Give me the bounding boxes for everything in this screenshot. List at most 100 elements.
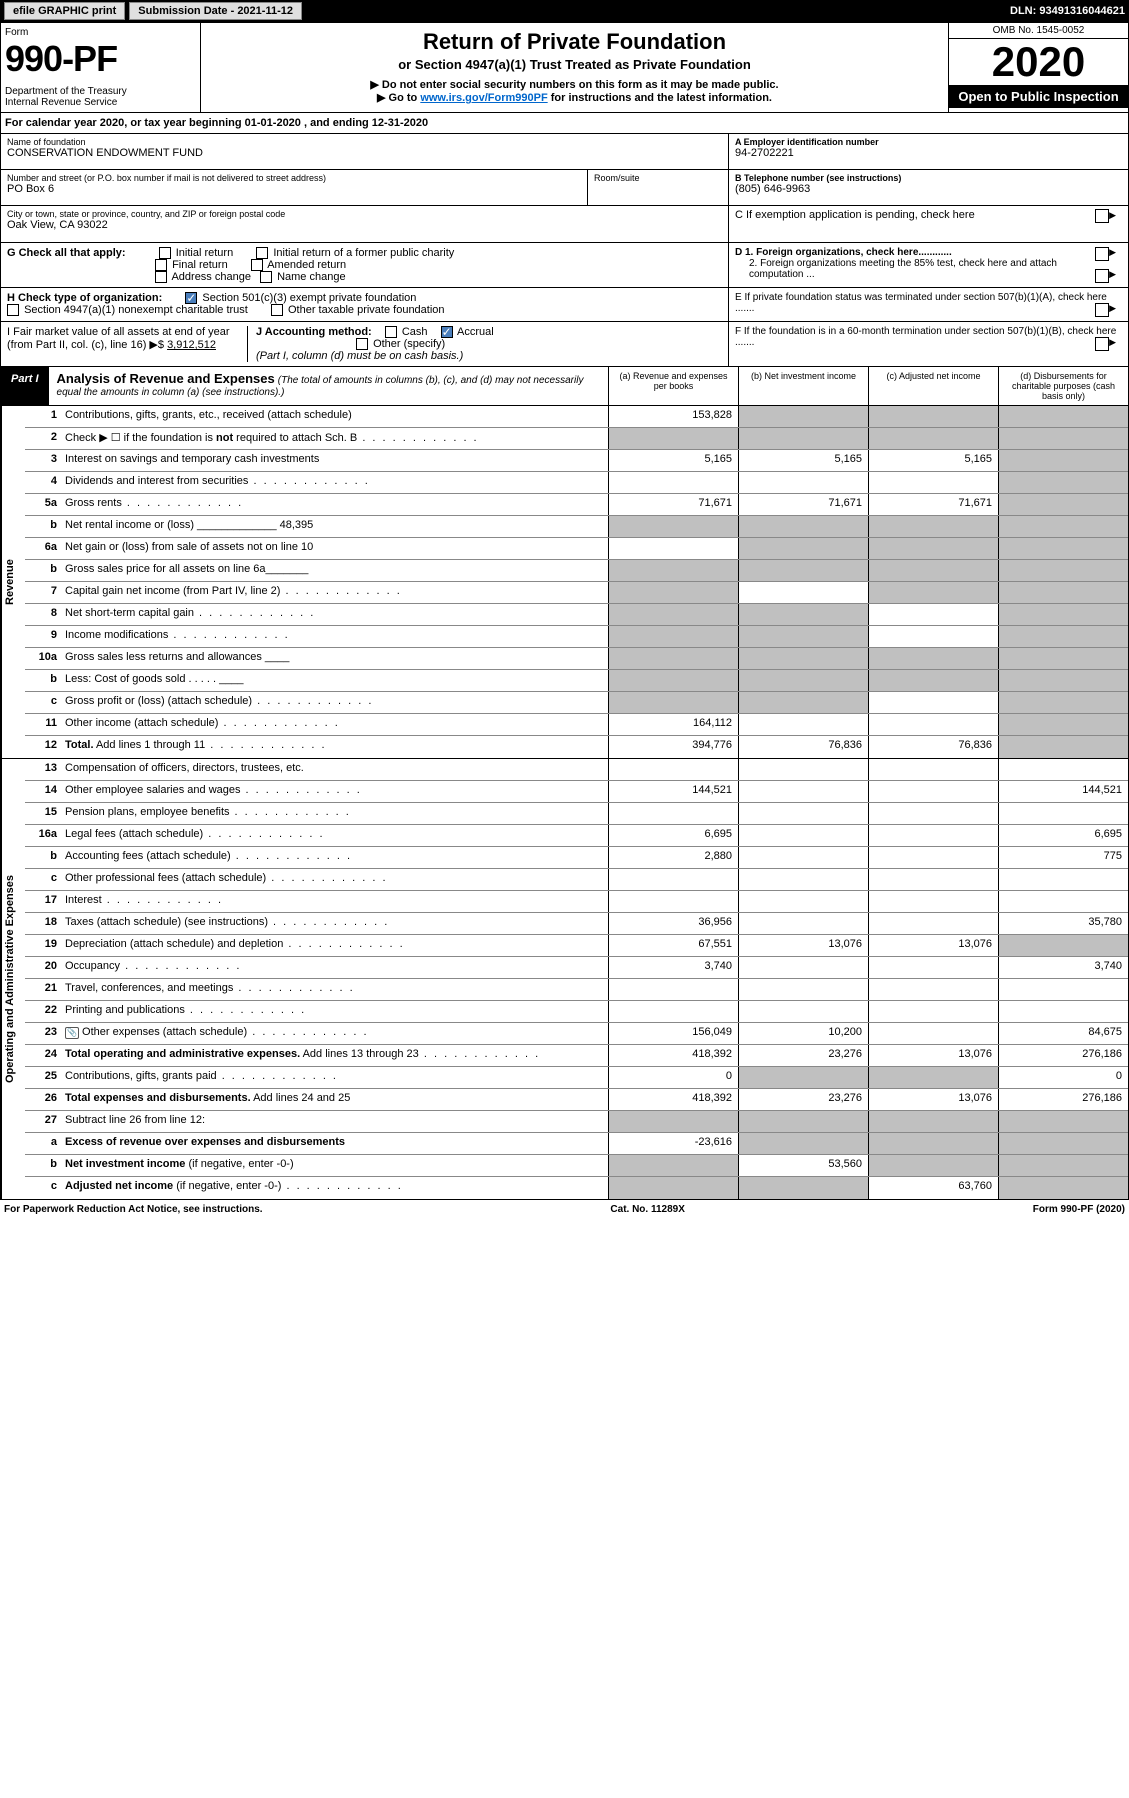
- table-row: 20Occupancy3,7403,740: [25, 957, 1128, 979]
- attach-icon[interactable]: 📎: [65, 1027, 79, 1039]
- cb-final[interactable]: [155, 259, 167, 271]
- cb-other-method[interactable]: [356, 338, 368, 350]
- cb-initial-former[interactable]: [256, 247, 268, 259]
- form-number: 990-PF: [5, 38, 196, 80]
- cell-b: [738, 648, 868, 669]
- cb-4947[interactable]: [7, 304, 19, 316]
- cell-b: [738, 714, 868, 735]
- cell-b: [738, 472, 868, 493]
- revenue-label: Revenue: [1, 406, 25, 758]
- cb-other-tax[interactable]: [271, 304, 283, 316]
- table-row: 18Taxes (attach schedule) (see instructi…: [25, 913, 1128, 935]
- col-c: (c) Adjusted net income: [868, 367, 998, 405]
- row-num: b: [25, 670, 61, 691]
- cell-c: [868, 648, 998, 669]
- cell-a: 6,695: [608, 825, 738, 846]
- cell-c: [868, 692, 998, 713]
- row-num: 26: [25, 1089, 61, 1110]
- table-row: cGross profit or (loss) (attach schedule…: [25, 692, 1128, 714]
- row-num: c: [25, 869, 61, 890]
- c-checkbox[interactable]: [1095, 209, 1109, 223]
- c-label: C If exemption application is pending, c…: [735, 209, 975, 221]
- cell-b: [738, 759, 868, 780]
- form-header: Form 990-PF Department of the Treasury I…: [0, 22, 1129, 113]
- table-row: 14Other employee salaries and wages144,5…: [25, 781, 1128, 803]
- cell-d: [998, 979, 1128, 1000]
- cb-address[interactable]: [155, 271, 167, 283]
- d2-checkbox[interactable]: [1095, 269, 1109, 283]
- row-desc: 📎 Other expenses (attach schedule): [61, 1023, 608, 1044]
- cell-b: [738, 626, 868, 647]
- cb-initial[interactable]: [159, 247, 171, 259]
- cell-a: [608, 670, 738, 691]
- cell-c: [868, 957, 998, 978]
- row-desc: Gross rents: [61, 494, 608, 515]
- cell-c: [868, 428, 998, 449]
- cell-a: [608, 803, 738, 824]
- cell-b: [738, 781, 868, 802]
- row-desc: Other professional fees (attach schedule…: [61, 869, 608, 890]
- note1: ▶ Do not enter social security numbers o…: [207, 78, 942, 91]
- table-row: 13Compensation of officers, directors, t…: [25, 759, 1128, 781]
- cell-d: [998, 935, 1128, 956]
- cell-a: [608, 1155, 738, 1176]
- calendar-year: For calendar year 2020, or tax year begi…: [0, 113, 1129, 134]
- cell-a: -23,616: [608, 1133, 738, 1154]
- cell-a: 5,165: [608, 450, 738, 471]
- cell-b: [738, 428, 868, 449]
- efile-btn[interactable]: efile GRAPHIC print: [4, 2, 125, 20]
- cell-d: [998, 516, 1128, 537]
- table-row: 1Contributions, gifts, grants, etc., rec…: [25, 406, 1128, 428]
- cell-d: [998, 670, 1128, 691]
- cb-accrual[interactable]: [441, 326, 453, 338]
- submission-btn[interactable]: Submission Date - 2021-11-12: [129, 2, 302, 20]
- cell-c: [868, 582, 998, 603]
- cell-b: [738, 1177, 868, 1199]
- cell-c: [868, 891, 998, 912]
- foundation-name: CONSERVATION ENDOWMENT FUND: [7, 147, 722, 159]
- cell-a: 394,776: [608, 736, 738, 758]
- irs-link[interactable]: www.irs.gov/Form990PF: [420, 92, 547, 104]
- cell-d: [998, 648, 1128, 669]
- cb-cash[interactable]: [385, 326, 397, 338]
- cell-c: [868, 472, 998, 493]
- table-row: bGross sales price for all assets on lin…: [25, 560, 1128, 582]
- cell-c: 13,076: [868, 1089, 998, 1110]
- cb-501c3[interactable]: [185, 292, 197, 304]
- e-checkbox[interactable]: [1095, 303, 1109, 317]
- cell-b: [738, 979, 868, 1000]
- f-checkbox[interactable]: [1095, 337, 1109, 351]
- cell-c: 13,076: [868, 1045, 998, 1066]
- table-row: 8Net short-term capital gain: [25, 604, 1128, 626]
- cell-c: [868, 626, 998, 647]
- cb-name[interactable]: [260, 271, 272, 283]
- cell-b: 10,200: [738, 1023, 868, 1044]
- cell-d: [998, 1133, 1128, 1154]
- dln: DLN: 93491316044621: [1010, 5, 1125, 17]
- j-section: J Accounting method: Cash Accrual Other …: [247, 326, 722, 362]
- cell-c: [868, 714, 998, 735]
- table-row: 9Income modifications: [25, 626, 1128, 648]
- table-row: 17Interest: [25, 891, 1128, 913]
- row-desc: Interest: [61, 891, 608, 912]
- cb-amended[interactable]: [251, 259, 263, 271]
- cell-d: [998, 604, 1128, 625]
- cell-d: 35,780: [998, 913, 1128, 934]
- table-row: bLess: Cost of goods sold . . . . . ____: [25, 670, 1128, 692]
- cell-c: [868, 847, 998, 868]
- row-num: 19: [25, 935, 61, 956]
- cell-a: [608, 516, 738, 537]
- row-num: 1: [25, 406, 61, 427]
- phone: (805) 646-9963: [735, 183, 1122, 195]
- cell-a: 144,521: [608, 781, 738, 802]
- row-desc: Legal fees (attach schedule): [61, 825, 608, 846]
- cell-a: 418,392: [608, 1045, 738, 1066]
- d1-checkbox[interactable]: [1095, 247, 1109, 261]
- cell-d: [998, 626, 1128, 647]
- row-desc: Travel, conferences, and meetings: [61, 979, 608, 1000]
- cell-c: [868, 759, 998, 780]
- row-desc: Gross sales less returns and allowances …: [61, 648, 608, 669]
- cell-d: [998, 472, 1128, 493]
- cell-d: 3,740: [998, 957, 1128, 978]
- row-desc: Compensation of officers, directors, tru…: [61, 759, 608, 780]
